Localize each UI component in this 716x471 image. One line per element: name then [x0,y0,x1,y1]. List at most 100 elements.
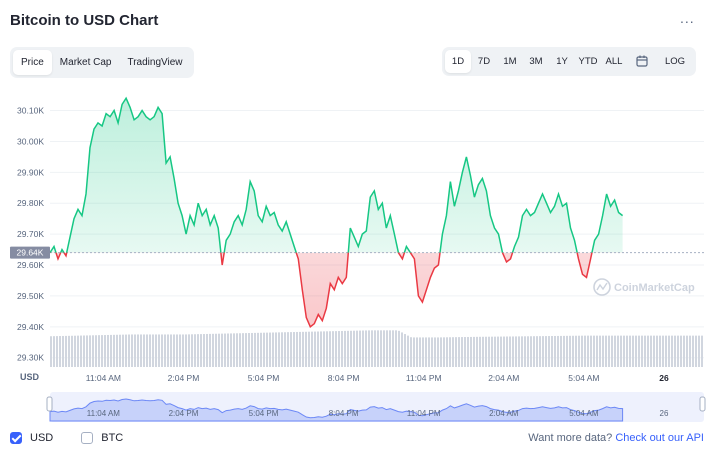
api-promo: Want more data? Check out our API [528,432,704,444]
range-1m[interactable]: 1M [503,56,517,67]
volume-bar [293,332,295,367]
volume-bar [632,335,634,367]
volume-bar [557,335,559,367]
volume-bar [170,334,172,367]
volume-bar [530,336,532,367]
volume-bar [398,330,400,367]
volume-bar [653,335,655,367]
range-all[interactable]: ALL [605,56,623,67]
volume-bar [560,335,562,367]
volume-bar [314,331,316,367]
api-link[interactable]: Check out our API [615,432,704,444]
volume-bar [587,335,589,367]
log-scale-toggle[interactable]: LOG [664,56,686,67]
volume-bar [374,330,376,367]
volume-bar [521,336,523,367]
volume-bar [518,336,520,367]
y-tick-label: 29.50K [17,291,44,301]
range-1y[interactable]: 1Y [556,56,568,67]
volume-bar [230,333,232,367]
volume-bar [290,332,292,367]
volume-bar [545,336,547,367]
volume-bar [701,335,703,367]
volume-bar [128,334,130,367]
volume-bar [602,335,604,367]
volume-bar [323,331,325,367]
volume-bar [377,330,379,367]
volume-bar [662,335,664,367]
volume-bar [209,333,211,367]
volume-bar [671,335,673,367]
volume-bar [578,335,580,367]
volume-bar [548,336,550,367]
volume-bar [311,331,313,367]
volume-bar [236,333,238,367]
volume-bar [386,330,388,367]
btc-toggle[interactable]: BTC [81,432,123,444]
volume-bar [611,335,613,367]
volume-bar [260,332,262,367]
volume-bar [434,337,436,367]
volume-bar [485,336,487,367]
volume-bar [74,335,76,367]
volume-bar [254,332,256,367]
tab-market-cap[interactable]: Market Cap [59,57,112,68]
volume-bar [506,336,508,367]
volume-bar [266,332,268,367]
volume-bar [119,334,121,367]
volume-bar [608,335,610,367]
range-7d[interactable]: 7D [477,56,491,67]
tab-price[interactable]: Price [13,50,52,75]
volume-bar [596,335,598,367]
usd-checkbox[interactable] [10,432,22,444]
volume-bar [536,336,538,367]
navigator-handle-left[interactable] [46,396,53,412]
y-tick-label: 29.80K [17,198,44,208]
volume-bar [110,334,112,367]
volume-bar [668,335,670,367]
volume-bar [638,335,640,367]
volume-bar [446,337,448,367]
usd-toggle-label: USD [30,432,54,444]
volume-bar [191,334,193,367]
more-options-icon[interactable]: ... [680,10,695,26]
volume-bar [371,330,373,367]
volume-bar [482,336,484,367]
volume-bar [215,333,217,367]
volume-bar [149,334,151,367]
usd-toggle[interactable]: USD [10,432,53,444]
volume-bar [599,335,601,367]
area-fill-down [50,252,623,327]
volume-bar [689,335,691,367]
volume-bar [245,333,247,367]
volume-bar [56,336,58,367]
volume-bar [461,337,463,367]
tab-tradingview[interactable]: TradingView [127,57,183,68]
volume-bar [563,335,565,367]
volume-bar [353,330,355,367]
volume-bar [176,334,178,367]
volume-bar [683,335,685,367]
volume-bar [275,332,277,367]
volume-bar [269,332,271,367]
volume-bar [362,330,364,367]
y-tick-label: 29.70K [17,229,44,239]
volume-bar [452,337,454,367]
volume-bar [182,334,184,367]
volume-bar [248,333,250,367]
range-3m[interactable]: 3M [529,56,543,67]
volume-bar [629,335,631,367]
volume-bar [335,331,337,367]
range-ytd[interactable]: YTD [578,56,598,67]
range-1d[interactable]: 1D [445,50,471,73]
volume-bar [542,336,544,367]
volume-bar [251,332,253,367]
navigator-tick-label: 2:04 AM [489,409,519,418]
volume-bar [494,336,496,367]
calendar-icon[interactable] [627,50,657,73]
volume-bar [188,334,190,367]
volume-bar [278,332,280,367]
navigator-handle-right[interactable] [699,396,706,412]
btc-checkbox[interactable] [81,432,94,444]
